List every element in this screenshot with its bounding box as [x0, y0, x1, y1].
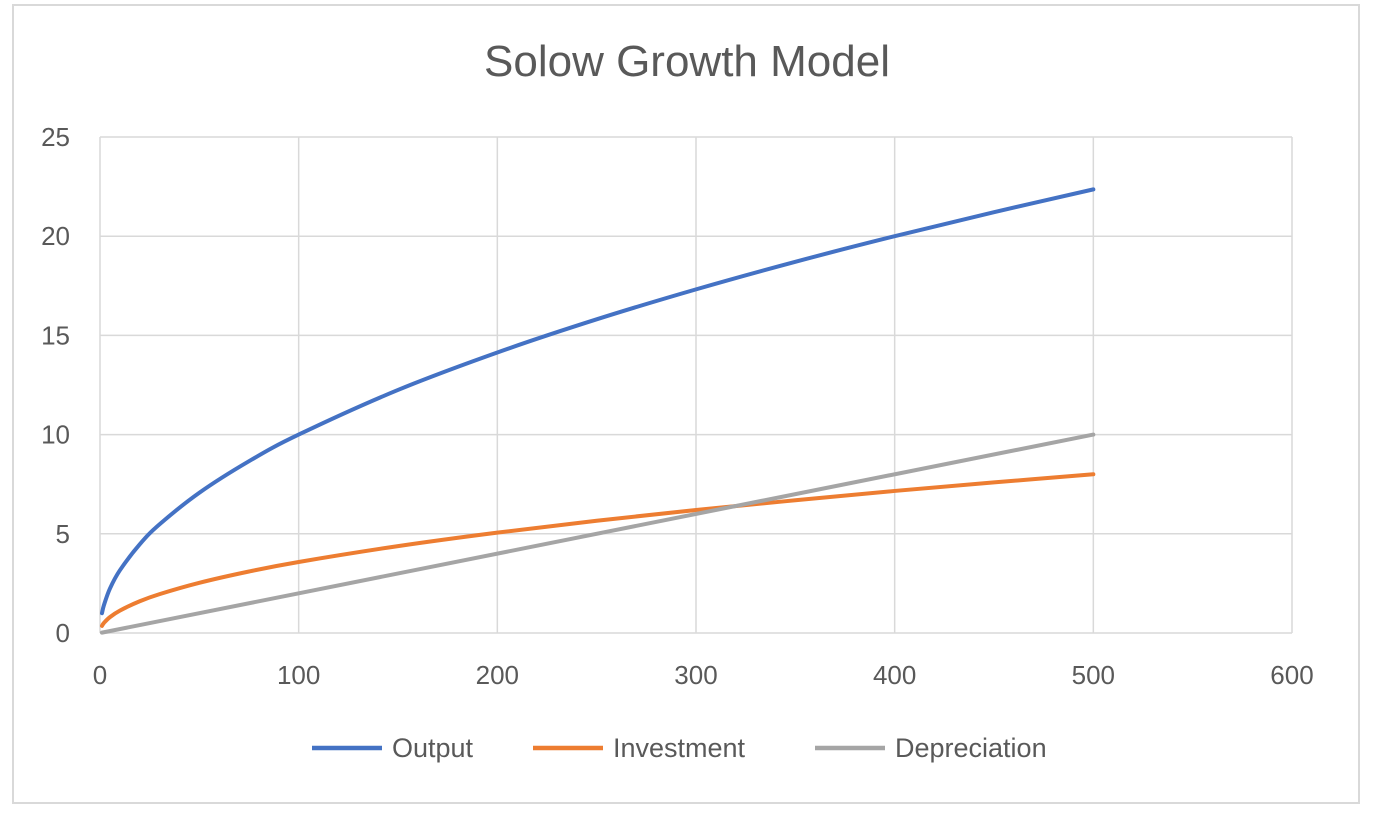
x-axis-ticks: 0 100 200 300 400 500 600 — [93, 660, 1314, 690]
series-line-depreciation — [99, 432, 1096, 635]
y-tick-label: 0 — [56, 618, 70, 648]
x-tick-label: 300 — [674, 660, 717, 690]
legend-label: Investment — [613, 733, 746, 763]
y-tick-label: 20 — [41, 221, 70, 251]
legend-item-output: Output — [312, 733, 474, 763]
x-tick-label: 600 — [1270, 660, 1313, 690]
legend-label: Output — [392, 733, 474, 763]
y-tick-label: 25 — [41, 122, 70, 152]
y-axis-ticks: 0 5 10 15 20 25 — [41, 122, 70, 648]
legend: Output Investment Depreciation — [312, 733, 1047, 763]
x-tick-label: 100 — [277, 660, 320, 690]
y-tick-label: 15 — [41, 320, 70, 350]
y-tick-label: 5 — [56, 519, 70, 549]
x-tick-label: 400 — [873, 660, 916, 690]
series-lines — [99, 187, 1096, 635]
y-tick-label: 10 — [41, 420, 70, 450]
gridlines — [99, 136, 1293, 634]
x-tick-label: 500 — [1072, 660, 1115, 690]
series-line-investment — [99, 472, 1096, 628]
legend-item-depreciation: Depreciation — [815, 733, 1047, 763]
x-tick-label: 0 — [93, 660, 107, 690]
chart-title: Solow Growth Model — [484, 37, 890, 86]
series-line-output — [99, 187, 1096, 616]
legend-label: Depreciation — [895, 733, 1047, 763]
legend-item-investment: Investment — [533, 733, 746, 763]
x-tick-label: 200 — [476, 660, 519, 690]
